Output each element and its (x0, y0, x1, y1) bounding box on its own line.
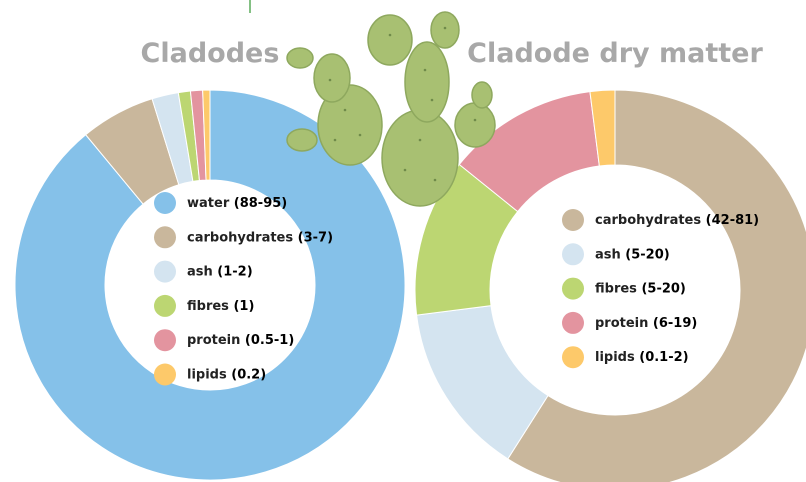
legend-label: lipids (0.1-2) (595, 350, 689, 365)
legend-range: (0.1-2) (639, 350, 688, 365)
legend-range: (1-2) (217, 264, 252, 279)
legend-name: fibres (187, 298, 229, 313)
infographic: water (88-95) carbohydrates (3-7) ash (1-2… (0, 0, 806, 482)
legend-name: lipids (187, 367, 227, 382)
legend-range: (5-20) (641, 281, 685, 296)
legend-swatch (562, 209, 584, 231)
legend-swatch (562, 346, 584, 368)
legend-range: (0.2) (231, 367, 266, 382)
legend-swatch (562, 278, 584, 300)
legend-name: carbohydrates (595, 213, 701, 228)
legend-swatch (154, 364, 176, 386)
legend-label: ash (1-2) (187, 264, 253, 279)
legend-label: water (88-95) (187, 196, 287, 211)
legend-label: fibres (5-20) (595, 281, 686, 296)
legend-swatch (154, 329, 176, 351)
legend-swatch (562, 312, 584, 334)
legend-range: (6-19) (653, 315, 697, 330)
legend-range: (0.5-1) (245, 333, 294, 348)
legend-name: ash (595, 247, 621, 262)
chart-title: Cladode dry matter (467, 38, 763, 69)
legend-label: carbohydrates (3-7) (187, 230, 333, 245)
legend-label: protein (6-19) (595, 315, 697, 330)
legend-range: (1) (233, 298, 254, 313)
legend-range: (3-7) (298, 230, 333, 245)
legend-name: protein (187, 333, 240, 348)
legend-swatch (154, 261, 176, 283)
legend-range: (88-95) (234, 196, 287, 211)
legend-swatch (154, 192, 176, 214)
legend-swatch (562, 243, 584, 265)
chart-title: Cladodes (141, 38, 280, 69)
legend-label: fibres (1) (187, 298, 254, 313)
legend-name: carbohydrates (187, 230, 293, 245)
legend-label: lipids (0.2) (187, 367, 266, 382)
legend-range: (42-81) (706, 213, 759, 228)
legend-name: fibres (595, 281, 637, 296)
legend-name: lipids (595, 350, 635, 365)
legend-range: (5-20) (625, 247, 669, 262)
legend-name: protein (595, 315, 648, 330)
legend-name: ash (187, 264, 213, 279)
legend-label: carbohydrates (42-81) (595, 213, 759, 228)
legend-swatch (154, 295, 176, 317)
legend-swatch (154, 226, 176, 248)
legend-label: ash (5-20) (595, 247, 670, 262)
legend-label: protein (0.5-1) (187, 333, 294, 348)
legend-name: water (187, 196, 230, 211)
